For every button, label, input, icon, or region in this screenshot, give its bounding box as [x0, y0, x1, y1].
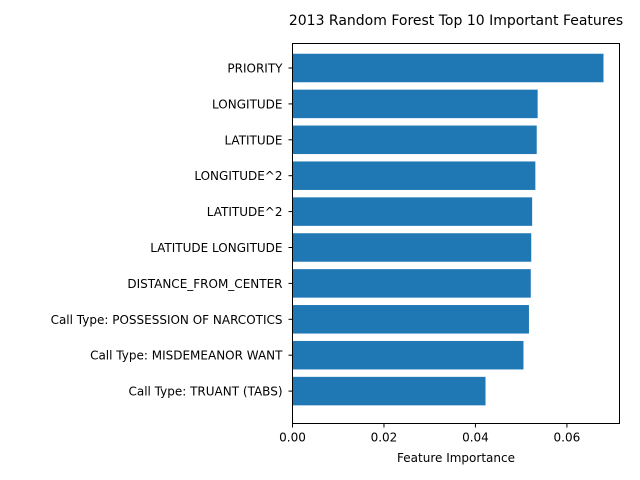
- bar: [292, 233, 532, 262]
- y-tick-label: Call Type: POSSESSION OF NARCOTICS: [51, 313, 283, 327]
- y-tick-label: PRIORITY: [227, 62, 283, 76]
- y-tick-label: LATITUDE^2: [207, 205, 283, 219]
- bar: [292, 197, 533, 226]
- y-ticks-group: PRIORITY LONGITUDE LATITUDE LONGITUDE^2 LATI…: [51, 62, 293, 399]
- y-tick-label: LONGITUDE^2: [194, 169, 282, 183]
- y-tick-label: LATITUDE LONGITUDE: [150, 241, 282, 255]
- y-tick-label: LATITUDE: [224, 133, 282, 147]
- bar: [292, 376, 486, 406]
- x-tick-label: 0.00: [279, 431, 306, 445]
- x-tick-label: 0.02: [371, 431, 398, 445]
- bar: [292, 125, 537, 155]
- x-tick-label: 0.06: [554, 431, 581, 445]
- bar: [292, 269, 531, 298]
- bar: [292, 89, 538, 119]
- bar: [292, 340, 524, 370]
- y-tick-label: LONGITUDE: [212, 97, 282, 111]
- bar: [292, 305, 529, 334]
- x-tick-label: 0.04: [462, 431, 489, 445]
- bars-group: [292, 53, 604, 406]
- chart-title: 2013 Random Forest Top 10 Important Feat…: [289, 13, 623, 29]
- x-ticks-group: 0.00 0.02 0.04 0.06: [279, 423, 581, 445]
- y-tick-label: Call Type: MISDEMEANOR WANT: [90, 349, 283, 363]
- bar: [292, 161, 536, 190]
- y-tick-label: Call Type: TRUANT (TABS): [128, 385, 282, 399]
- axes-frame: [292, 43, 620, 424]
- x-axis-label: Feature Importance: [397, 451, 515, 465]
- y-tick-label: DISTANCE_FROM_CENTER: [127, 277, 282, 291]
- bar: [292, 53, 604, 83]
